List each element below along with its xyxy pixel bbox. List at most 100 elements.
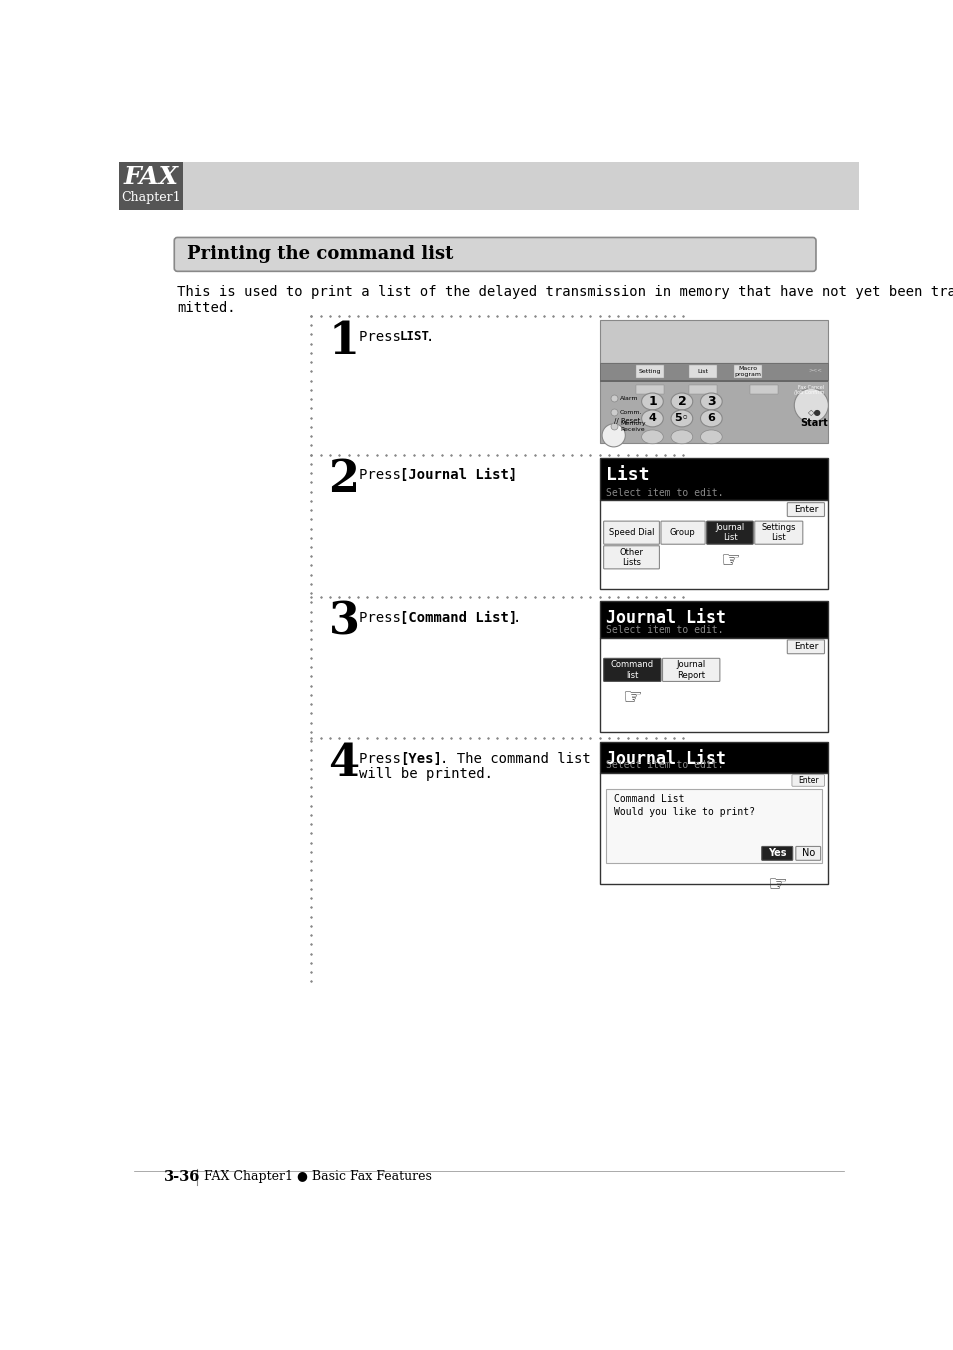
Text: Enter: Enter	[797, 776, 818, 784]
Text: No: No	[801, 848, 814, 859]
Ellipse shape	[670, 410, 692, 427]
Text: Select item to edit.: Select item to edit.	[605, 760, 722, 771]
Text: Memory
Receive: Memory Receive	[619, 421, 645, 432]
Text: Enter: Enter	[793, 643, 818, 651]
Text: ☞: ☞	[766, 875, 786, 895]
Ellipse shape	[641, 393, 662, 410]
Text: Select item to edit.: Select item to edit.	[605, 625, 722, 634]
Text: Other
Lists: Other Lists	[618, 548, 643, 567]
Text: [Yes]: [Yes]	[399, 752, 441, 765]
Text: Speed Dial: Speed Dial	[608, 528, 654, 537]
FancyBboxPatch shape	[786, 502, 823, 517]
Ellipse shape	[641, 410, 662, 427]
Text: LIST: LIST	[399, 329, 430, 343]
FancyBboxPatch shape	[760, 846, 792, 860]
Ellipse shape	[670, 429, 692, 444]
Text: Settings
List: Settings List	[760, 522, 795, 543]
Text: ☞: ☞	[720, 551, 740, 571]
Text: Chapter1: Chapter1	[121, 190, 181, 204]
Text: .: .	[506, 468, 515, 482]
Text: Journal
Report: Journal Report	[676, 660, 705, 679]
Text: ☞: ☞	[621, 688, 641, 709]
Bar	[688, 385, 716, 394]
Text: Enter: Enter	[793, 505, 818, 514]
Text: Start: Start	[800, 418, 827, 428]
Text: Macro
program: Macro program	[734, 366, 761, 377]
FancyBboxPatch shape	[603, 521, 659, 544]
Text: List: List	[697, 369, 707, 374]
FancyBboxPatch shape	[661, 659, 720, 682]
Text: Select item to edit.: Select item to edit.	[605, 487, 722, 498]
Bar	[599, 379, 827, 382]
Text: .: .	[513, 612, 520, 625]
Bar	[636, 364, 663, 378]
Text: 3: 3	[328, 601, 359, 644]
Circle shape	[601, 424, 624, 447]
Text: 1: 1	[647, 396, 656, 408]
Text: Yes: Yes	[767, 848, 785, 859]
Text: 4: 4	[328, 741, 359, 784]
Text: Press: Press	[359, 612, 410, 625]
Text: 2: 2	[677, 396, 685, 408]
Text: 5◦: 5◦	[674, 413, 689, 424]
Text: will be printed.: will be printed.	[359, 767, 493, 782]
FancyBboxPatch shape	[603, 545, 659, 568]
Bar	[119, 162, 183, 209]
Bar	[599, 774, 827, 884]
Bar	[599, 637, 827, 732]
Text: Command
list: Command list	[610, 660, 653, 679]
FancyBboxPatch shape	[795, 846, 820, 860]
Bar	[750, 385, 778, 394]
Text: Setting: Setting	[639, 369, 660, 374]
Text: Printing the command list: Printing the command list	[187, 246, 453, 263]
Bar	[599, 363, 827, 379]
Text: Command List: Command List	[613, 794, 683, 805]
Text: // Reset: // Reset	[613, 417, 639, 424]
Text: 1: 1	[328, 320, 359, 363]
Ellipse shape	[700, 429, 721, 444]
Text: FAX: FAX	[123, 166, 178, 189]
Text: .: .	[425, 329, 434, 344]
Text: Fax Cancel
/Job Confirm: Fax Cancel /Job Confirm	[794, 385, 823, 396]
Bar	[599, 741, 827, 774]
Bar	[636, 385, 663, 394]
Text: ><<: ><<	[807, 367, 821, 371]
Text: Group: Group	[669, 528, 695, 537]
Text: 4: 4	[648, 413, 656, 424]
Bar	[605, 788, 821, 863]
Text: Press: Press	[359, 329, 410, 344]
FancyBboxPatch shape	[706, 521, 753, 544]
Text: Journal List: Journal List	[605, 609, 725, 626]
Text: Would you like to print?: Would you like to print?	[613, 807, 754, 817]
Ellipse shape	[700, 393, 721, 410]
Text: Journal
List: Journal List	[715, 522, 743, 543]
Text: Press: Press	[359, 468, 410, 482]
Text: Comm.: Comm.	[619, 410, 641, 414]
Text: 3-36: 3-36	[164, 1170, 200, 1184]
Text: 3: 3	[706, 396, 715, 408]
Text: This is used to print a list of the delayed transmission in memory that have not: This is used to print a list of the dela…	[177, 285, 953, 300]
Text: Alarm: Alarm	[619, 396, 638, 401]
Text: List: List	[605, 466, 649, 485]
Bar	[599, 459, 827, 501]
Bar	[688, 364, 716, 378]
FancyBboxPatch shape	[174, 238, 815, 271]
FancyBboxPatch shape	[786, 640, 823, 653]
Ellipse shape	[641, 429, 662, 444]
Text: [Command List]: [Command List]	[399, 612, 517, 625]
Text: mitted.: mitted.	[177, 301, 235, 315]
Text: 6: 6	[707, 413, 715, 424]
Text: FAX Chapter1 ● Basic Fax Features: FAX Chapter1 ● Basic Fax Features	[204, 1170, 432, 1184]
Text: Journal List: Journal List	[605, 749, 725, 768]
Bar	[599, 320, 827, 363]
FancyBboxPatch shape	[754, 521, 802, 544]
Text: 2: 2	[328, 459, 359, 501]
Bar	[183, 162, 858, 209]
Bar	[599, 601, 827, 637]
Text: ◇●: ◇●	[806, 408, 821, 417]
Ellipse shape	[700, 410, 721, 427]
FancyBboxPatch shape	[603, 659, 660, 682]
FancyBboxPatch shape	[660, 521, 704, 544]
Circle shape	[794, 389, 827, 423]
Text: . The command list: . The command list	[439, 752, 590, 765]
